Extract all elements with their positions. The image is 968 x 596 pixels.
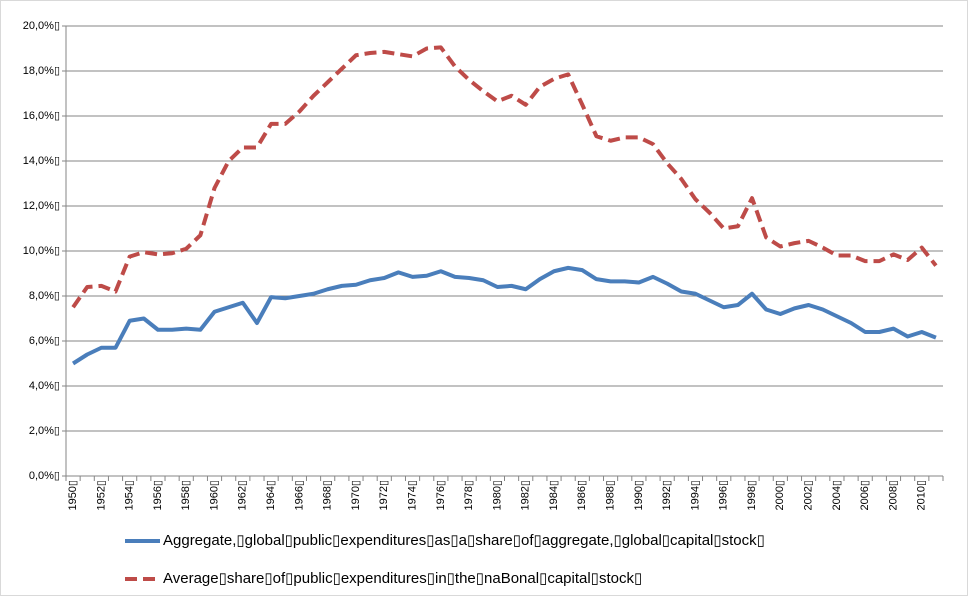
y-tick-label: 6,0%▯ bbox=[29, 335, 60, 347]
x-tick-label: 1998▯ bbox=[746, 480, 758, 511]
legend-label: Aggregate,▯global▯public▯expenditures▯as… bbox=[163, 532, 765, 549]
x-tick-label: 1952▯ bbox=[95, 480, 107, 511]
x-tick-label: 1994▯ bbox=[689, 480, 701, 511]
x-tick-label: 1996▯ bbox=[718, 480, 730, 511]
x-tick-label: 1980▯ bbox=[491, 480, 503, 511]
series-line bbox=[71, 265, 937, 366]
y-tick-label: 2,0%▯ bbox=[29, 425, 60, 437]
y-tick-label: 18,0%▯ bbox=[23, 65, 60, 77]
x-tick-label: 1968▯ bbox=[322, 480, 334, 511]
legend-label: Average▯share▯of▯public▯expenditures▯in▯… bbox=[163, 570, 642, 587]
x-tick-label: 2002▯ bbox=[803, 480, 815, 511]
x-tick-label: 1960▯ bbox=[208, 480, 220, 511]
y-tick-label: 4,0%▯ bbox=[29, 380, 60, 392]
x-tick-label: 1972▯ bbox=[378, 480, 390, 511]
x-tick-label: 2000▯ bbox=[774, 480, 786, 511]
x-tick-label: 1962▯ bbox=[237, 480, 249, 511]
x-tick-label: 1988▯ bbox=[604, 480, 616, 511]
x-tick-label: 1982▯ bbox=[520, 480, 532, 511]
x-tick-label: 1966▯ bbox=[293, 480, 305, 511]
x-tick-label: 1964▯ bbox=[265, 480, 277, 511]
y-tick-label: 12,0%▯ bbox=[23, 200, 60, 212]
x-tick-label: 1970▯ bbox=[350, 480, 362, 511]
y-tick-label: 16,0%▯ bbox=[23, 110, 60, 122]
x-tick-label: 1992▯ bbox=[661, 480, 673, 511]
x-tick-label: 2008▯ bbox=[887, 480, 899, 511]
x-tick-label: 1954▯ bbox=[124, 480, 136, 511]
x-tick-label: 1974▯ bbox=[406, 480, 418, 511]
x-tick-label: 1956▯ bbox=[152, 480, 164, 511]
series-line bbox=[71, 45, 938, 309]
x-tick-label: 1986▯ bbox=[576, 480, 588, 511]
y-tick-label: 10,0%▯ bbox=[23, 245, 60, 257]
x-tick-label: 1990▯ bbox=[633, 480, 645, 511]
x-tick-label: 1984▯ bbox=[548, 480, 560, 511]
x-tick-label: 2006▯ bbox=[859, 480, 871, 511]
y-tick-label: 14,0%▯ bbox=[23, 155, 60, 167]
y-tick-label: 20,0%▯ bbox=[23, 20, 60, 32]
x-tick-label: 1958▯ bbox=[180, 480, 192, 511]
x-tick-label: 1950▯ bbox=[67, 480, 79, 511]
x-tick-label: 1978▯ bbox=[463, 480, 475, 511]
x-tick-label: 2010▯ bbox=[916, 480, 928, 511]
x-tick-label: 1976▯ bbox=[435, 480, 447, 511]
x-tick-label: 2004▯ bbox=[831, 480, 843, 511]
y-tick-label: 0,0%▯ bbox=[29, 470, 60, 482]
y-tick-label: 8,0%▯ bbox=[29, 290, 60, 302]
